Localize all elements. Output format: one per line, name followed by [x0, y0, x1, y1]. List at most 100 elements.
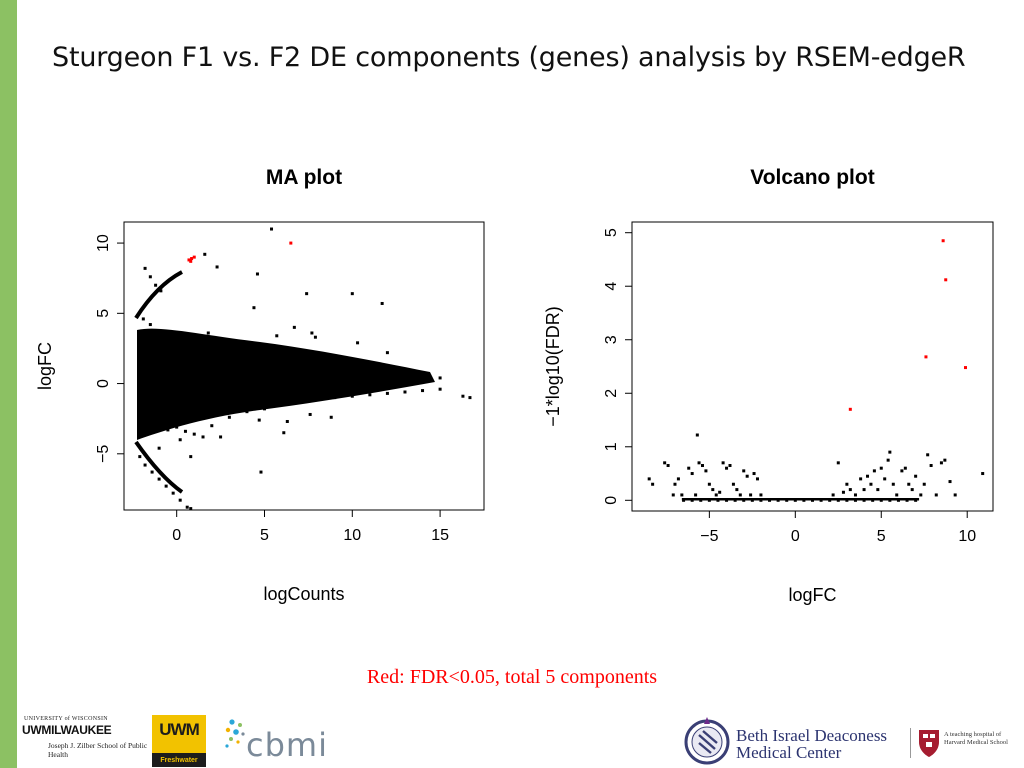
volcano-point-s0-36: [694, 493, 698, 497]
ma-point-s0-25: [421, 373, 425, 377]
ma-point-s0-88: [255, 272, 259, 276]
ma-point-s0-34: [210, 373, 214, 377]
volcano-point-s0-28: [647, 477, 651, 481]
bidmc-logo-line1: Beth Israel Deaconess: [736, 726, 888, 745]
ma-point-s0-10: [178, 345, 182, 349]
harvard-shield-icon: [919, 730, 939, 757]
ma-x-tick-label-2: 10: [343, 527, 361, 544]
volcano-point-s1-2: [924, 355, 928, 359]
ma-y-tick-label-1: 0: [95, 379, 112, 388]
ma-point-s0-40: [315, 379, 319, 383]
ma-point-s0-11: [192, 348, 196, 352]
ma-point-s0-100: [282, 431, 286, 435]
volcano-point-s0-41: [711, 488, 715, 492]
ma-point-s0-30: [166, 370, 170, 374]
ma-point-s0-62: [280, 403, 284, 407]
volcano-point-s0-27: [914, 498, 918, 502]
ma-point-s0-106: [342, 362, 346, 366]
ma-point-s0-61: [262, 407, 266, 411]
ma-point-s0-45: [403, 383, 407, 387]
ma-point-s0-2: [154, 283, 158, 287]
ma-point-s0-37: [262, 387, 266, 391]
ma-point-s0-14: [227, 353, 231, 357]
ma-point-s0-46: [421, 379, 425, 383]
ma-x-axis-label: logCounts: [263, 584, 344, 604]
ma-point-s0-41: [333, 384, 337, 388]
volcano-point-s0-18: [836, 498, 840, 502]
volcano-point-s0-44: [721, 461, 725, 465]
ma-point-s0-27: [140, 382, 144, 386]
volcano-point-s0-3: [707, 498, 711, 502]
volcano-point-s0-46: [728, 464, 732, 468]
ma-upper-band: [134, 270, 183, 320]
volcano-point-s0-0: [682, 498, 686, 502]
ma-point-s0-75: [164, 484, 168, 488]
ma-point-s0-23: [385, 369, 389, 373]
ma-point-s0-20: [333, 365, 337, 369]
ma-point-s0-32: [183, 365, 187, 369]
volcano-point-s0-6: [733, 498, 737, 502]
volcano-point-s0-70: [876, 488, 880, 492]
ma-point-s0-81: [178, 438, 182, 442]
volcano-point-s0-29: [651, 482, 655, 486]
ma-point-s0-63: [298, 400, 302, 404]
ma-point-s0-52: [157, 424, 161, 428]
ma-point-s0-16: [262, 359, 266, 363]
ma-point-s0-99: [257, 418, 261, 422]
volcano-point-s0-50: [742, 469, 746, 473]
ma-point-s0-21: [350, 366, 354, 370]
ma-point-s0-8: [152, 339, 156, 343]
volcano-point-s0-17: [828, 498, 832, 502]
ma-point-s0-94: [313, 335, 317, 339]
volcano-point-s0-35: [690, 472, 694, 476]
ma-point-cloud: [137, 328, 435, 440]
ma-lower-band: [134, 440, 184, 494]
volcano-point-s0-72: [883, 477, 887, 481]
ma-plot-frame: [123, 221, 485, 511]
volcano-point-s0-68: [869, 482, 873, 486]
harvard-affiliation-label: A teaching hospital of Harvard Medical S…: [944, 731, 1008, 746]
ma-point-s0-87: [270, 227, 274, 231]
volcano-point-s0-88: [943, 458, 947, 462]
bidmc-seal-icon: [684, 717, 730, 765]
ma-point-s0-55: [183, 429, 187, 433]
volcano-point-s0-74: [888, 450, 892, 454]
volcano-point-s0-16: [819, 498, 823, 502]
ma-point-s0-24: [403, 370, 407, 374]
volcano-y-tick-label-0: 0: [603, 496, 620, 505]
ma-point-s0-70: [421, 389, 425, 393]
volcano-point-s0-59: [831, 493, 835, 497]
volcano-point-s0-55: [759, 493, 763, 497]
volcano-point-s0-90: [953, 493, 957, 497]
volcano-point-s0-52: [749, 493, 753, 497]
ma-point-s0-89: [252, 306, 256, 310]
ma-x-tick-label-1: 5: [260, 527, 269, 544]
volcano-point-s0-5: [725, 498, 729, 502]
volcano-point-s0-73: [886, 458, 890, 462]
ma-point-s0-101: [285, 419, 289, 423]
ma-point-s0-29: [157, 389, 161, 393]
volcano-point-s0-67: [866, 474, 870, 478]
volcano-point-s0-2: [699, 498, 703, 502]
volcano-point-s0-25: [896, 498, 900, 502]
bidmc-logo: Beth Israel Deaconess Medical Center: [736, 727, 887, 761]
volcano-point-s0-15: [811, 498, 814, 502]
volcano-point-s0-85: [929, 464, 933, 468]
ma-y-tick-label-3: 10: [95, 234, 112, 252]
ma-point-s0-22: [368, 368, 372, 372]
ma-x-tick-label-3: 15: [431, 527, 449, 544]
volcano-point-s0-69: [872, 469, 876, 473]
ma-y-axis-label: logFC: [35, 342, 55, 390]
volcano-point-s0-81: [914, 474, 918, 478]
volcano-x-tick-label-1: 0: [791, 528, 800, 545]
ma-point-s0-84: [259, 470, 263, 474]
volcano-point-s0-89: [948, 480, 952, 484]
ma-point-s0-74: [157, 477, 161, 481]
ma-point-s0-103: [329, 415, 333, 419]
ma-point-s0-0: [143, 266, 147, 270]
ma-point-s0-98: [385, 351, 389, 355]
volcano-point-s0-13: [793, 498, 797, 502]
volcano-point-s0-30: [663, 461, 667, 465]
ma-point-s0-107: [206, 331, 210, 335]
